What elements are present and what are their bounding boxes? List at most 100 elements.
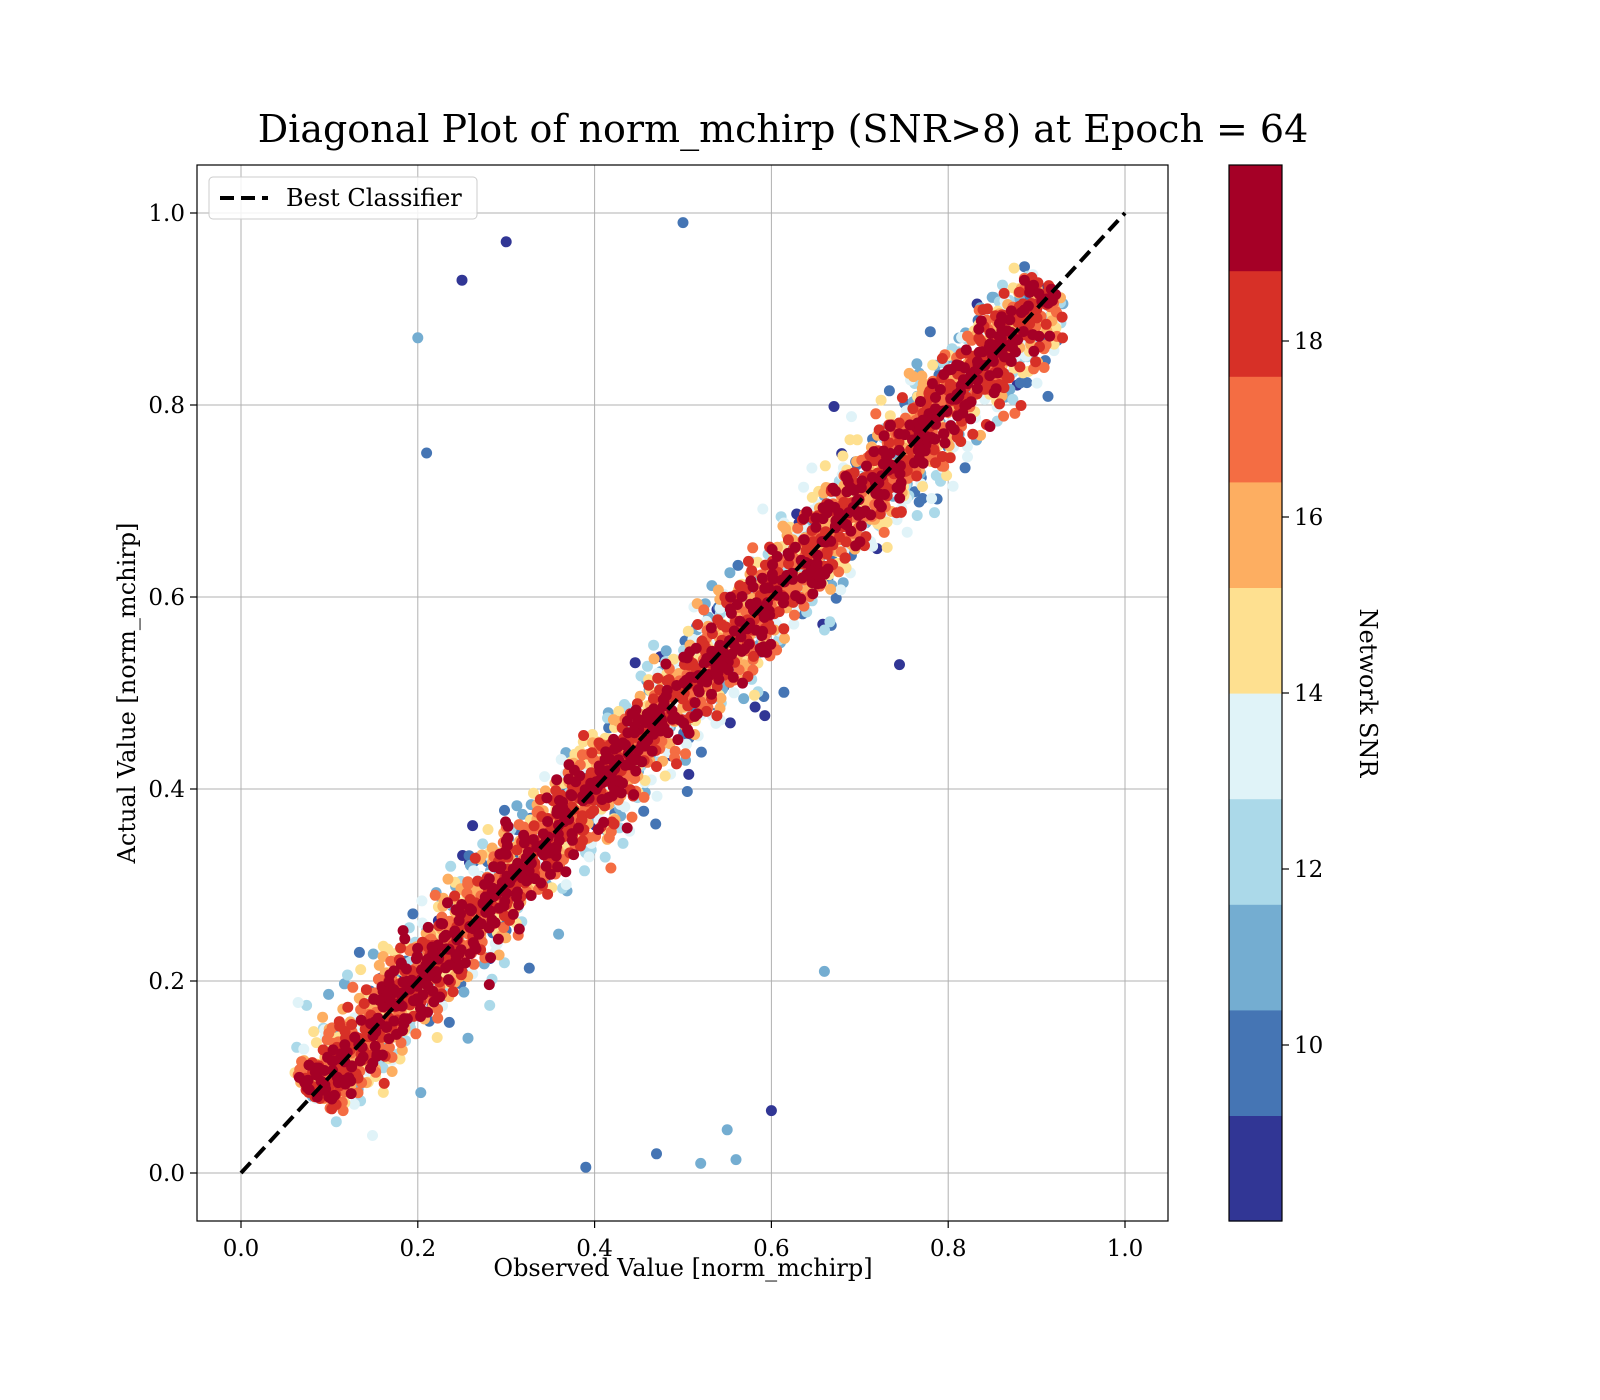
scatter-point bbox=[327, 1055, 339, 1067]
scatter-point bbox=[1024, 280, 1036, 292]
scatter-point bbox=[750, 624, 762, 636]
scatter-point bbox=[975, 315, 987, 327]
scatter-point bbox=[681, 786, 693, 797]
y-tick-label: 0.4 bbox=[148, 777, 185, 803]
scatter-point bbox=[928, 444, 940, 456]
scatter-point bbox=[788, 618, 800, 630]
scatter-point bbox=[856, 475, 868, 487]
scatter-point bbox=[629, 727, 641, 739]
scatter-point bbox=[412, 332, 424, 344]
x-tick-label: 0.0 bbox=[223, 1236, 260, 1262]
scatter-point bbox=[593, 737, 605, 749]
scatter-point bbox=[422, 980, 434, 992]
scatter-point bbox=[819, 460, 831, 472]
colorbar-ticks: 10 12 14 16 18 bbox=[1282, 329, 1323, 1059]
scatter-point bbox=[994, 398, 1005, 410]
scatter-point bbox=[1033, 330, 1045, 342]
colorbar-tick-label: 18 bbox=[1294, 329, 1323, 355]
colorbar-segment bbox=[1229, 798, 1282, 905]
scatter-point bbox=[660, 690, 672, 702]
scatter-point bbox=[663, 674, 675, 685]
scatter-point bbox=[1014, 377, 1026, 389]
scatter-point bbox=[555, 754, 567, 765]
scatter-point bbox=[881, 541, 893, 553]
scatter-point bbox=[695, 1157, 707, 1169]
scatter-point bbox=[736, 645, 748, 657]
scatter-point bbox=[734, 615, 746, 627]
scatter-point bbox=[484, 999, 496, 1011]
scatter-point bbox=[756, 572, 768, 584]
colorbar bbox=[1228, 164, 1283, 1222]
scatter-point bbox=[321, 1034, 333, 1046]
scatter-point bbox=[566, 834, 578, 846]
scatter-point bbox=[839, 552, 851, 564]
scatter-point bbox=[701, 676, 713, 688]
scatter-point bbox=[930, 457, 941, 469]
scatter-point bbox=[789, 541, 801, 553]
scatter-point bbox=[747, 542, 759, 554]
scatter-point bbox=[865, 509, 877, 521]
scatter-point bbox=[998, 351, 1010, 363]
scatter-point bbox=[500, 816, 512, 828]
scatter-point bbox=[579, 865, 590, 877]
scatter-point bbox=[715, 692, 727, 704]
scatter-point bbox=[395, 942, 407, 954]
scatter-point bbox=[434, 991, 446, 1003]
scatter-point bbox=[944, 452, 956, 464]
colorbar-tick-label: 14 bbox=[1294, 681, 1323, 707]
scatter-point bbox=[427, 946, 439, 958]
scatter-point bbox=[621, 822, 633, 834]
scatter-point bbox=[893, 417, 905, 429]
scatter-point bbox=[650, 818, 662, 830]
scatter-point bbox=[998, 287, 1010, 299]
scatter-point bbox=[542, 888, 554, 900]
scatter-points bbox=[289, 217, 1069, 1173]
scatter-point bbox=[798, 534, 810, 546]
scatter-point bbox=[462, 1032, 474, 1044]
scatter-point bbox=[782, 534, 794, 546]
scatter-point bbox=[615, 787, 627, 799]
scatter-point bbox=[810, 521, 822, 533]
scatter-point bbox=[1015, 400, 1027, 411]
colorbar-segment bbox=[1229, 481, 1282, 588]
scatter-point bbox=[416, 895, 428, 907]
scatter-point bbox=[477, 838, 489, 850]
scatter-point bbox=[818, 965, 830, 977]
scatter-point bbox=[1044, 330, 1056, 342]
scatter-point bbox=[605, 862, 617, 874]
scatter-point bbox=[875, 501, 887, 513]
scatter-point bbox=[525, 890, 537, 901]
scatter-point bbox=[915, 396, 926, 407]
scatter-point bbox=[604, 753, 615, 765]
scatter-point bbox=[878, 430, 890, 442]
scatter-point bbox=[996, 311, 1008, 323]
scatter-point bbox=[841, 472, 853, 484]
scatter-point bbox=[458, 986, 470, 998]
scatter-point bbox=[407, 908, 419, 920]
scatter-point bbox=[682, 625, 694, 637]
scatter-point bbox=[780, 523, 792, 535]
colorbar-segment bbox=[1229, 1009, 1282, 1116]
scatter-point bbox=[680, 748, 691, 760]
y-tick-label: 0.0 bbox=[148, 1161, 185, 1187]
scatter-point bbox=[1018, 304, 1030, 316]
scatter-point bbox=[677, 217, 689, 229]
scatter-point bbox=[965, 413, 977, 425]
scatter-point bbox=[360, 984, 372, 996]
scatter-point bbox=[638, 791, 650, 803]
scatter-point bbox=[619, 759, 631, 771]
scatter-point bbox=[884, 410, 896, 422]
scatter-point bbox=[303, 1059, 315, 1071]
scatter-point bbox=[498, 957, 510, 969]
scatter-point bbox=[945, 420, 957, 432]
scatter-point bbox=[938, 428, 950, 440]
scatter-point bbox=[766, 544, 778, 555]
scatter-point bbox=[560, 879, 572, 891]
scatter-point bbox=[453, 915, 465, 926]
scatter-point bbox=[833, 566, 845, 578]
x-axis-ticks: 0.0 0.2 0.4 0.6 0.8 1.0 bbox=[223, 1221, 1143, 1262]
scatter-point bbox=[443, 959, 455, 971]
scatter-point bbox=[397, 925, 409, 937]
scatter-point bbox=[911, 470, 923, 482]
scatter-point bbox=[807, 536, 819, 548]
